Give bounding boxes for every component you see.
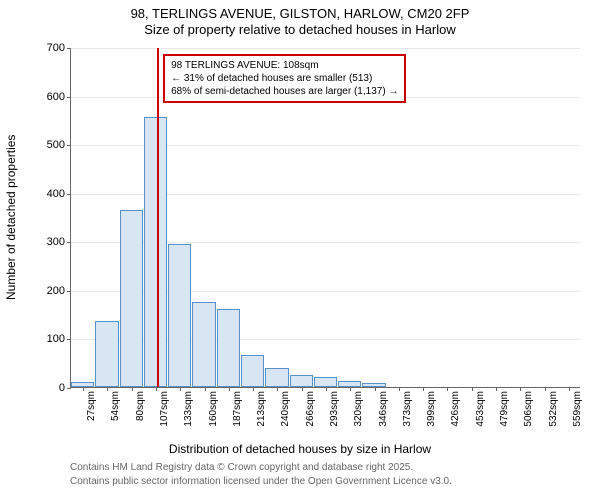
- x-tick-mark: [423, 387, 424, 391]
- x-tick-mark: [205, 387, 206, 391]
- gridline: [71, 48, 580, 49]
- x-tick-mark: [520, 387, 521, 391]
- y-tick-label: 200: [47, 285, 71, 297]
- x-tick-mark: [132, 387, 133, 391]
- x-tick-label: 346sqm: [378, 391, 389, 427]
- x-tick-label: 240sqm: [280, 391, 291, 427]
- marker-line: [157, 48, 159, 387]
- plot-area: 010020030040050060070027sqm54sqm80sqm107…: [70, 48, 580, 388]
- y-axis-label: Number of detached properties: [4, 135, 18, 300]
- x-tick-mark: [107, 387, 108, 391]
- x-tick-mark: [83, 387, 84, 391]
- histogram-bar: [314, 377, 337, 387]
- histogram-bar: [120, 210, 143, 387]
- y-tick-label: 0: [59, 382, 71, 394]
- x-tick-label: 373sqm: [402, 391, 413, 427]
- x-tick-label: 27sqm: [86, 391, 97, 421]
- x-tick-label: 54sqm: [110, 391, 121, 421]
- chart-title-main: 98, TERLINGS AVENUE, GILSTON, HARLOW, CM…: [0, 6, 600, 21]
- chart-container: 98, TERLINGS AVENUE, GILSTON, HARLOW, CM…: [0, 0, 600, 500]
- x-tick-mark: [229, 387, 230, 391]
- x-tick-mark: [180, 387, 181, 391]
- x-tick-label: 506sqm: [523, 391, 534, 427]
- x-tick-label: 266sqm: [305, 391, 316, 427]
- x-tick-label: 213sqm: [256, 391, 267, 427]
- x-tick-mark: [496, 387, 497, 391]
- x-tick-mark: [156, 387, 157, 391]
- x-axis-label: Distribution of detached houses by size …: [0, 442, 600, 456]
- histogram-bar: [241, 355, 264, 387]
- y-tick-label: 500: [47, 139, 71, 151]
- histogram-bar: [290, 375, 313, 387]
- y-tick-label: 300: [47, 236, 71, 248]
- histogram-bar: [144, 117, 167, 387]
- histogram-bar: [95, 321, 118, 387]
- annotation-line: ← 31% of detached houses are smaller (51…: [171, 72, 398, 85]
- x-tick-label: 160sqm: [208, 391, 219, 427]
- x-tick-label: 426sqm: [450, 391, 461, 427]
- x-tick-label: 399sqm: [426, 391, 437, 427]
- x-tick-label: 133sqm: [183, 391, 194, 427]
- x-tick-mark: [302, 387, 303, 391]
- annotation-line: 98 TERLINGS AVENUE: 108sqm: [171, 59, 398, 72]
- histogram-bar: [265, 368, 288, 387]
- x-tick-mark: [326, 387, 327, 391]
- x-tick-label: 559sqm: [572, 391, 583, 427]
- y-tick-label: 700: [47, 42, 71, 54]
- x-tick-label: 453sqm: [475, 391, 486, 427]
- x-tick-mark: [569, 387, 570, 391]
- annotation-box: 98 TERLINGS AVENUE: 108sqm← 31% of detac…: [163, 54, 406, 103]
- x-tick-label: 80sqm: [135, 391, 146, 421]
- x-tick-label: 479sqm: [499, 391, 510, 427]
- x-tick-label: 107sqm: [159, 391, 170, 427]
- x-tick-mark: [277, 387, 278, 391]
- x-tick-label: 293sqm: [329, 391, 340, 427]
- x-tick-mark: [350, 387, 351, 391]
- y-tick-label: 400: [47, 188, 71, 200]
- chart-title-sub: Size of property relative to detached ho…: [0, 22, 600, 37]
- x-tick-mark: [545, 387, 546, 391]
- x-tick-label: 532sqm: [548, 391, 559, 427]
- histogram-bar: [217, 309, 240, 387]
- footer-line-1: Contains HM Land Registry data © Crown c…: [70, 462, 413, 473]
- x-tick-mark: [472, 387, 473, 391]
- x-tick-mark: [253, 387, 254, 391]
- x-tick-label: 320sqm: [353, 391, 364, 427]
- x-tick-mark: [375, 387, 376, 391]
- x-tick-label: 187sqm: [232, 391, 243, 427]
- y-tick-label: 100: [47, 333, 71, 345]
- y-tick-label: 600: [47, 91, 71, 103]
- footer-line-2: Contains public sector information licen…: [70, 476, 452, 487]
- histogram-bar: [192, 302, 215, 387]
- annotation-line: 68% of semi-detached houses are larger (…: [171, 85, 398, 98]
- histogram-bar: [168, 244, 191, 387]
- x-tick-mark: [447, 387, 448, 391]
- x-tick-mark: [399, 387, 400, 391]
